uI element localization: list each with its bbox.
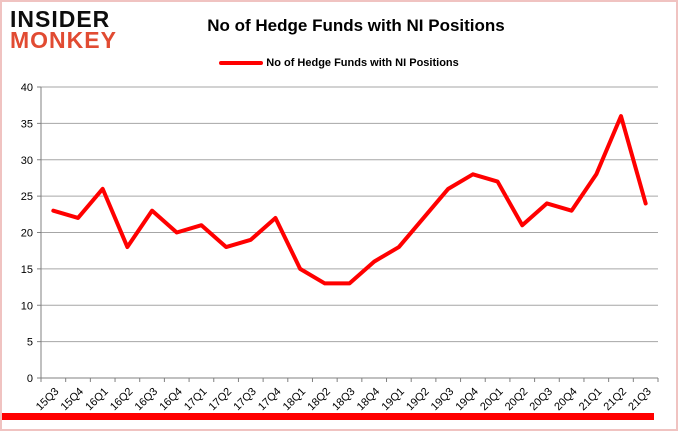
svg-text:16Q3: 16Q3 — [133, 386, 161, 414]
svg-text:30: 30 — [21, 155, 33, 167]
svg-text:17Q4: 17Q4 — [256, 386, 284, 414]
logo-insider-text: INSIDER — [10, 6, 111, 32]
chart-title: No of Hedge Funds with NI Positions — [207, 16, 505, 35]
legend-label: No of Hedge Funds with NI Positions — [266, 57, 459, 69]
svg-text:18Q2: 18Q2 — [305, 386, 333, 414]
svg-text:16Q1: 16Q1 — [83, 386, 111, 414]
svg-text:21Q3: 21Q3 — [626, 386, 654, 414]
svg-text:17Q3: 17Q3 — [231, 386, 259, 414]
svg-text:18Q3: 18Q3 — [330, 386, 358, 414]
legend-line-swatch — [219, 61, 264, 65]
svg-text:35: 35 — [21, 118, 33, 130]
svg-text:20: 20 — [21, 228, 33, 240]
legend: No of Hedge Funds with NI Positions — [0, 57, 678, 69]
svg-text:19Q1: 19Q1 — [379, 386, 407, 414]
svg-text:18Q1: 18Q1 — [281, 386, 309, 414]
title-row: No of Hedge Funds with NI Positions — [0, 16, 678, 36]
bottom-red-bar — [2, 413, 654, 420]
svg-text:20Q3: 20Q3 — [528, 386, 556, 414]
svg-text:16Q2: 16Q2 — [108, 386, 136, 414]
svg-text:19Q4: 19Q4 — [453, 386, 481, 414]
svg-text:0: 0 — [27, 373, 33, 385]
svg-text:25: 25 — [21, 191, 33, 203]
svg-text:5: 5 — [27, 337, 33, 349]
svg-text:19Q3: 19Q3 — [429, 386, 457, 414]
svg-text:20Q2: 20Q2 — [503, 386, 531, 414]
logo-monkey-text: MONKEY — [10, 27, 117, 54]
svg-text:17Q1: 17Q1 — [182, 386, 210, 414]
svg-text:40: 40 — [21, 82, 33, 94]
svg-text:10: 10 — [21, 300, 33, 312]
svg-text:20Q4: 20Q4 — [552, 386, 580, 414]
svg-text:15Q4: 15Q4 — [59, 386, 87, 414]
svg-text:16Q4: 16Q4 — [157, 386, 185, 414]
insider-monkey-logo: INSIDER MONKEY — [10, 6, 117, 54]
svg-text:15Q3: 15Q3 — [34, 386, 62, 414]
svg-text:15: 15 — [21, 264, 33, 276]
svg-text:19Q2: 19Q2 — [404, 386, 432, 414]
svg-text:20Q1: 20Q1 — [478, 386, 506, 414]
svg-text:18Q4: 18Q4 — [355, 386, 383, 414]
svg-text:21Q1: 21Q1 — [577, 386, 605, 414]
svg-text:21Q2: 21Q2 — [602, 386, 630, 414]
svg-text:17Q2: 17Q2 — [207, 386, 235, 414]
